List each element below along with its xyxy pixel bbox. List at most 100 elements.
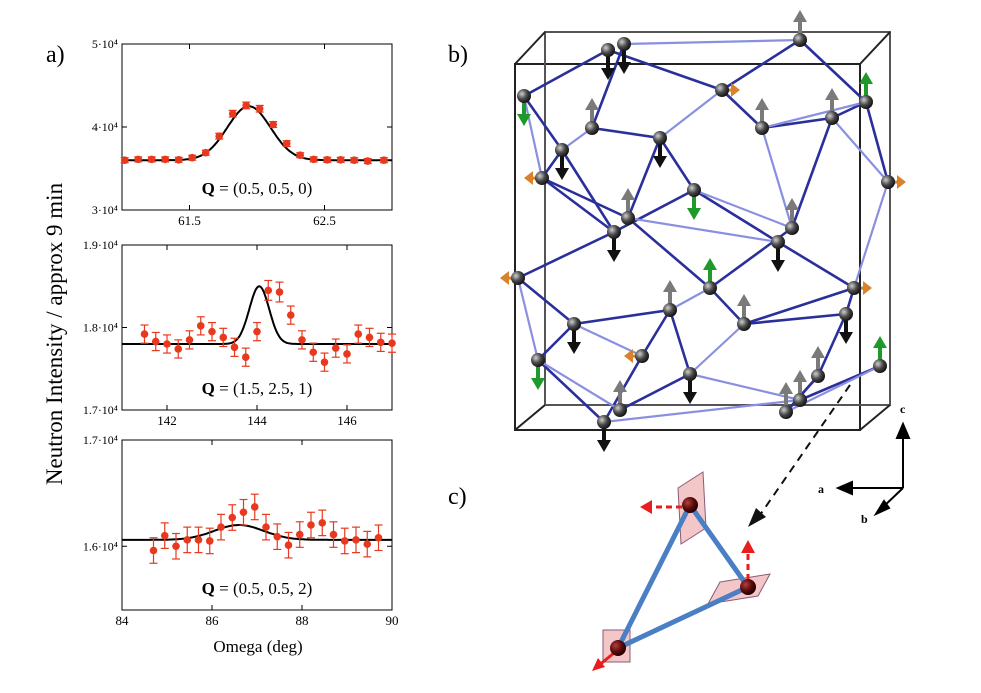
- data-point: [194, 526, 203, 554]
- data-point: [120, 156, 129, 164]
- data-point: [134, 155, 143, 164]
- triangle-detail: [592, 471, 771, 671]
- data-point: [284, 531, 293, 559]
- atom: [635, 349, 649, 363]
- bond: [626, 137, 662, 219]
- bond: [659, 89, 723, 139]
- data-point: [160, 522, 169, 549]
- bond: [623, 38, 801, 46]
- bond: [517, 230, 615, 280]
- data-point: [264, 279, 273, 301]
- data-point: [149, 537, 158, 564]
- bond: [541, 176, 629, 220]
- data-point: [172, 532, 180, 560]
- atom: [621, 211, 635, 225]
- panel-label-c: c): [448, 484, 467, 510]
- data-point: [201, 148, 210, 157]
- data-point: [318, 509, 327, 537]
- axis-label-c: c: [900, 402, 906, 416]
- bond: [689, 323, 745, 375]
- data-point: [215, 132, 224, 140]
- x-tick-label: 144: [247, 413, 267, 428]
- bond: [669, 287, 711, 311]
- data-point: [262, 513, 270, 541]
- atom: [839, 307, 853, 321]
- q-vector-annotation: Q = (0.5, 0.5, 2): [202, 579, 313, 598]
- data-point: [343, 344, 351, 364]
- atom: [531, 353, 545, 367]
- atom: [555, 143, 569, 157]
- x-tick-label: 88: [296, 613, 309, 628]
- data-point: [329, 521, 338, 548]
- axis-label-a: a: [818, 482, 824, 496]
- bond: [619, 372, 691, 412]
- y-tick-label: 3·10⁴: [92, 203, 118, 217]
- atom: [517, 89, 531, 103]
- bond: [560, 149, 616, 233]
- data-point: [309, 342, 318, 362]
- bond-network: [516, 38, 890, 424]
- atom: [873, 359, 887, 373]
- bond: [743, 312, 847, 326]
- bond: [573, 323, 643, 357]
- bond: [693, 188, 793, 230]
- bond: [613, 188, 695, 234]
- atom: [663, 303, 677, 317]
- data-point: [205, 527, 214, 555]
- bond: [603, 398, 801, 424]
- bond: [689, 372, 801, 402]
- atom: [535, 171, 549, 185]
- data-point: [241, 347, 250, 367]
- data-point: [323, 155, 332, 164]
- scan-plot-3: 84 86 88 90 1.6·10⁴ 1.7·10⁴ Q = (0.5, 0.5, 2): [83, 433, 399, 628]
- data-point: [208, 321, 216, 342]
- data-point: [174, 155, 183, 164]
- bond: [743, 286, 855, 326]
- atom: [785, 221, 799, 235]
- data-point: [309, 155, 318, 164]
- data-point: [307, 511, 315, 539]
- plot-layer: 61.5 62.5 3·10⁴ 4·10⁴ 5·10⁴ Q = (0.5, 0.5, 0)…: [83, 37, 399, 628]
- bond: [537, 323, 575, 361]
- atom: [585, 121, 599, 135]
- data-point: [183, 526, 192, 554]
- data-point: [228, 504, 237, 531]
- bond: [658, 137, 696, 191]
- data-point: [188, 153, 197, 162]
- plot-frame: [121, 439, 393, 611]
- bond: [777, 240, 855, 290]
- q-vector-annotation: Q = (0.5, 0.5, 0): [202, 179, 313, 198]
- bond: [864, 101, 890, 183]
- q-vector-annotation: Q = (1.5, 2.5, 1): [202, 379, 313, 398]
- panel-label-a: a): [46, 42, 65, 68]
- y-tick-label: 1.7·10⁴: [83, 433, 118, 447]
- atom: [881, 175, 895, 189]
- bond: [590, 43, 626, 129]
- bond: [573, 308, 671, 326]
- scan-plots: Neutron Intensity / approx 9 min Omega (…: [42, 37, 399, 656]
- bond: [721, 38, 801, 92]
- atom: [567, 317, 581, 331]
- atom: [597, 415, 611, 429]
- data-point: [239, 498, 248, 526]
- atom: [771, 235, 785, 249]
- atom: [859, 95, 873, 109]
- spin-layer: [500, 10, 906, 452]
- bond: [627, 216, 779, 244]
- atom: [687, 183, 701, 197]
- axis-label-b: b: [861, 512, 868, 526]
- x-tick-label: 146: [337, 413, 357, 428]
- atom: [613, 403, 627, 417]
- atom: [779, 405, 793, 419]
- data-point: [388, 333, 396, 353]
- atom: [793, 33, 807, 47]
- bond: [709, 287, 745, 325]
- data-point: [255, 104, 264, 113]
- data-point: [376, 332, 385, 353]
- bond: [607, 48, 723, 92]
- scan-plot-1: 61.5 62.5 3·10⁴ 4·10⁴ 5·10⁴ Q = (0.5, 0.5, 0): [92, 37, 393, 228]
- x-tick-label: 62.5: [313, 213, 336, 228]
- bond: [537, 359, 621, 411]
- bond: [693, 188, 779, 244]
- bond: [816, 313, 848, 377]
